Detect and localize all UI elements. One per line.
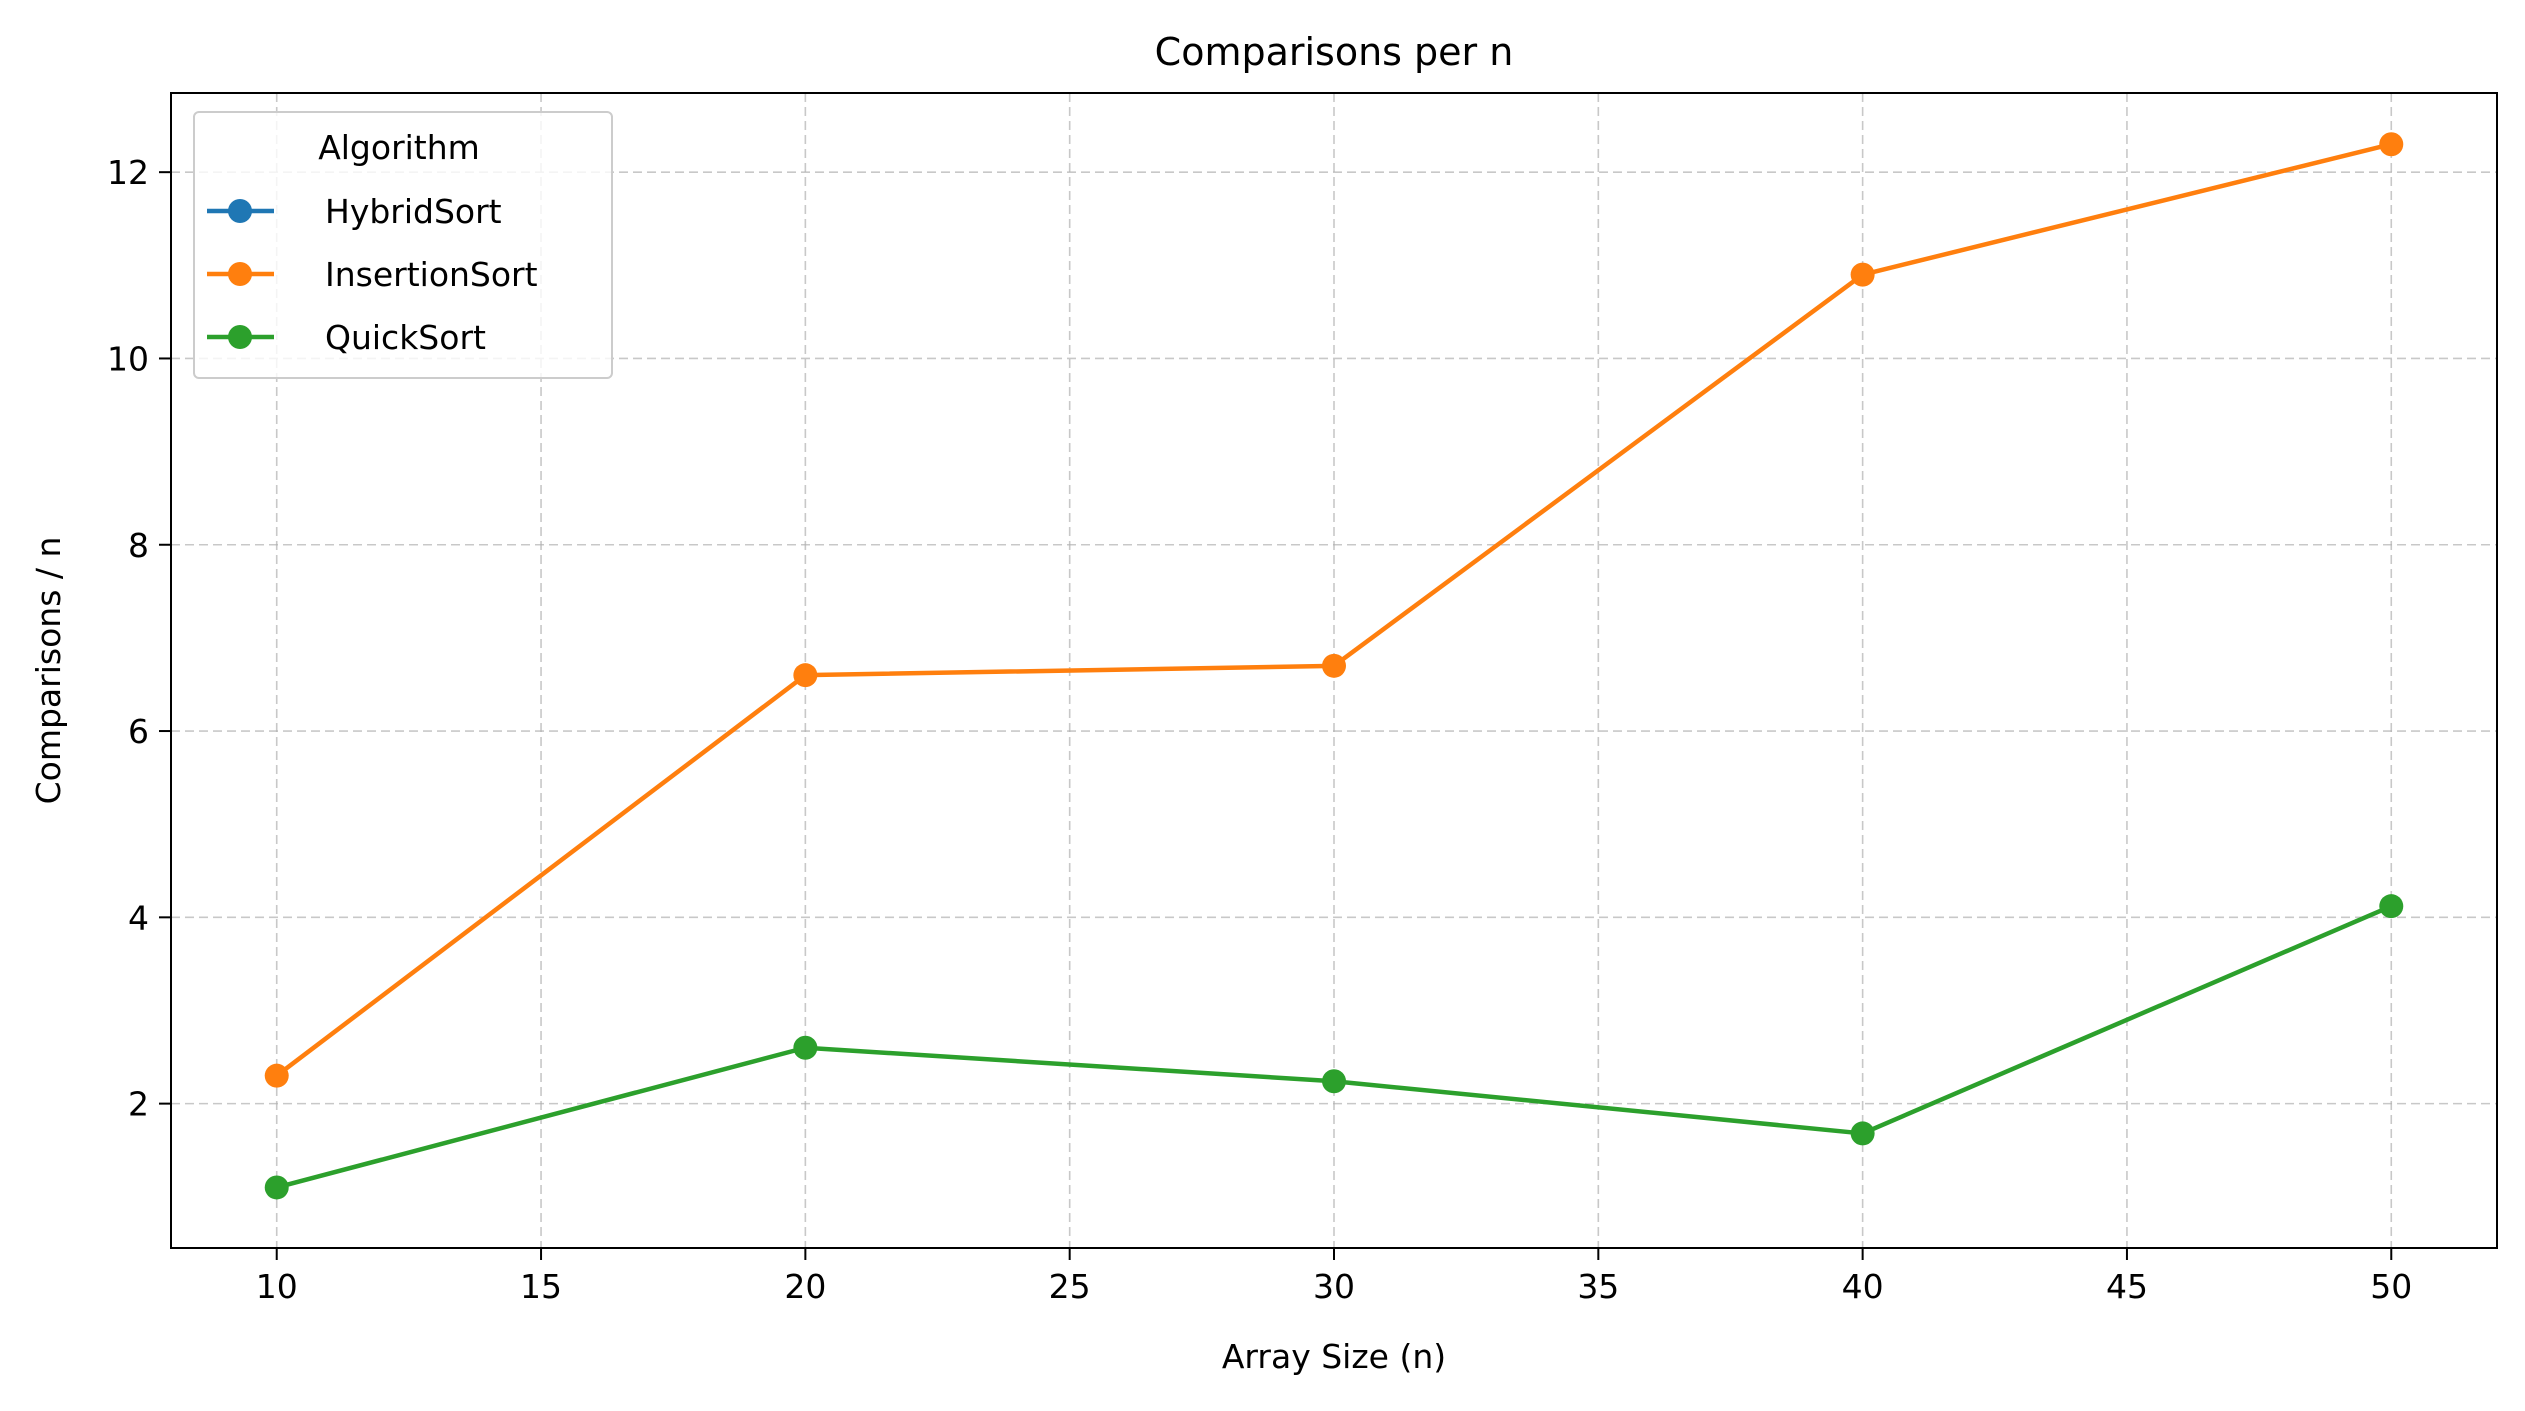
data-point-insertionsort: [1850, 262, 1875, 287]
data-point-insertionsort: [2379, 132, 2404, 157]
legend-box: [193, 111, 613, 379]
data-point-quicksort: [1850, 1121, 1875, 1146]
x-tick-label: 50: [2370, 1267, 2412, 1306]
y-axis-label: Comparisons / n: [29, 537, 68, 805]
y-tick-label: 8: [128, 526, 149, 565]
series-quicksort: [264, 894, 2404, 1200]
legend-marker-swatch: [228, 199, 252, 223]
data-point-insertionsort: [793, 663, 818, 688]
chart-title: Comparisons per n: [1155, 30, 1514, 74]
data-point-insertionsort: [1322, 653, 1346, 678]
data-point-quicksort: [2379, 894, 2404, 919]
data-point-quicksort: [793, 1035, 818, 1060]
x-axis-label: Array Size (n): [1222, 1337, 1446, 1376]
axis-ticks: 10 15 20 25 30 35 40 45 50 2 4 6 8 10 12: [107, 153, 2412, 1306]
y-tick-label: 2: [128, 1085, 149, 1124]
legend-label: InsertionSort: [325, 255, 538, 294]
data-point-quicksort: [1322, 1069, 1346, 1094]
legend-label: QuickSort: [325, 318, 486, 357]
x-tick-label: 10: [256, 1267, 298, 1306]
x-tick-label: 25: [1049, 1267, 1091, 1306]
legend-label: HybridSort: [325, 192, 502, 231]
legend-title: Algorithm: [318, 128, 480, 167]
legend-item-insertionsort: InsertionSort: [207, 255, 538, 294]
legend-items: HybridSort InsertionSort QuickSort: [207, 192, 538, 357]
x-tick-label: 45: [2106, 1267, 2148, 1306]
legend-marker-swatch: [228, 262, 252, 286]
legend: Algorithm HybridSort InsertionSort QuickSo…: [193, 111, 613, 379]
series-insertionsort: [264, 132, 2404, 1088]
y-tick-label: 6: [128, 712, 149, 751]
legend-item-quicksort: QuickSort: [207, 318, 486, 357]
y-tick-label: 12: [107, 153, 149, 192]
x-tick-label: 30: [1313, 1267, 1355, 1306]
legend-item-hybridsort: HybridSort: [207, 192, 502, 231]
legend-marker-swatch: [228, 325, 252, 349]
x-tick-label: 15: [520, 1267, 562, 1306]
x-tick-label: 40: [1842, 1267, 1884, 1306]
data-point-insertionsort: [264, 1063, 289, 1088]
data-point-quicksort: [264, 1175, 289, 1200]
x-tick-label: 20: [784, 1267, 826, 1306]
y-tick-label: 10: [107, 339, 149, 378]
x-tick-label: 35: [1577, 1267, 1619, 1306]
series-layer: [264, 132, 2404, 1200]
y-tick-label: 4: [128, 898, 149, 937]
